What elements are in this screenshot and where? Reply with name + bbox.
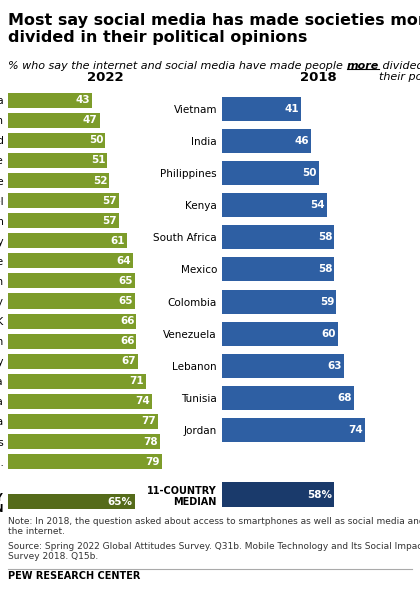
Text: 66: 66 — [120, 316, 134, 326]
Title: 2022: 2022 — [87, 71, 124, 84]
Text: 58: 58 — [318, 232, 332, 242]
Text: 79: 79 — [145, 457, 160, 467]
Bar — [8, 314, 136, 328]
Bar — [8, 293, 134, 308]
Text: 71: 71 — [130, 376, 144, 386]
Bar — [222, 193, 327, 217]
Bar — [8, 233, 127, 248]
Text: 51: 51 — [91, 156, 105, 165]
Bar — [8, 494, 134, 509]
Bar — [8, 454, 162, 469]
Text: 74: 74 — [135, 396, 150, 406]
Text: % who say the internet and social media have made people: % who say the internet and social media … — [8, 61, 347, 71]
Text: divided in
their political opinions: divided in their political opinions — [379, 61, 420, 82]
Text: 74: 74 — [349, 425, 363, 435]
Text: Most say social media has made societies more
divided in their political opinion: Most say social media has made societies… — [8, 13, 420, 46]
Title: 2018: 2018 — [300, 71, 337, 84]
Bar — [8, 213, 119, 228]
Bar — [8, 273, 134, 289]
Text: 58: 58 — [318, 264, 332, 274]
Text: 43: 43 — [75, 95, 90, 105]
Text: 63: 63 — [328, 361, 342, 371]
Bar — [8, 434, 160, 449]
Bar — [222, 129, 311, 153]
Text: 47: 47 — [83, 115, 97, 125]
Bar — [222, 289, 336, 314]
Text: 46: 46 — [294, 136, 309, 146]
Text: 41: 41 — [285, 103, 299, 113]
Text: 57: 57 — [102, 216, 117, 226]
Bar — [222, 386, 354, 410]
Bar — [222, 225, 334, 249]
Bar — [8, 353, 138, 369]
Bar — [8, 394, 152, 409]
Bar — [8, 113, 100, 128]
Bar — [8, 173, 109, 188]
Bar — [222, 418, 365, 443]
Bar — [222, 257, 334, 282]
Bar — [8, 334, 136, 349]
Text: 59: 59 — [320, 296, 334, 307]
Bar — [8, 414, 158, 429]
Bar — [222, 482, 334, 507]
Text: 50: 50 — [302, 168, 317, 178]
Bar — [222, 97, 301, 121]
Text: 77: 77 — [141, 416, 156, 426]
Bar — [8, 93, 92, 108]
Text: 78: 78 — [143, 437, 158, 447]
Text: 54: 54 — [310, 200, 325, 210]
Bar — [8, 193, 119, 208]
Text: 60: 60 — [322, 328, 336, 339]
Text: 52: 52 — [93, 175, 108, 185]
Text: 64: 64 — [116, 256, 131, 266]
Text: more: more — [347, 61, 379, 71]
Bar — [222, 322, 338, 346]
Bar — [8, 374, 146, 389]
Text: 67: 67 — [122, 356, 136, 366]
Bar — [222, 161, 319, 185]
Text: 68: 68 — [337, 393, 352, 403]
Bar — [8, 253, 133, 268]
Bar — [8, 133, 105, 148]
Text: 65: 65 — [118, 296, 133, 306]
Text: Note: In 2018, the question asked about access to smartphones as well as social : Note: In 2018, the question asked about … — [8, 517, 420, 536]
Bar — [222, 354, 344, 378]
Text: PEW RESEARCH CENTER: PEW RESEARCH CENTER — [8, 571, 141, 582]
Bar — [8, 153, 108, 168]
Text: 58%: 58% — [307, 489, 332, 500]
Text: 65: 65 — [118, 276, 133, 286]
Text: 57: 57 — [102, 195, 117, 206]
Text: Source: Spring 2022 Global Attitudes Survey. Q31b. Mobile Technology and Its Soc: Source: Spring 2022 Global Attitudes Sur… — [8, 542, 420, 561]
Text: 61: 61 — [110, 236, 125, 246]
Text: 50: 50 — [89, 135, 103, 146]
Text: 66: 66 — [120, 336, 134, 346]
Text: 65%: 65% — [108, 497, 133, 507]
